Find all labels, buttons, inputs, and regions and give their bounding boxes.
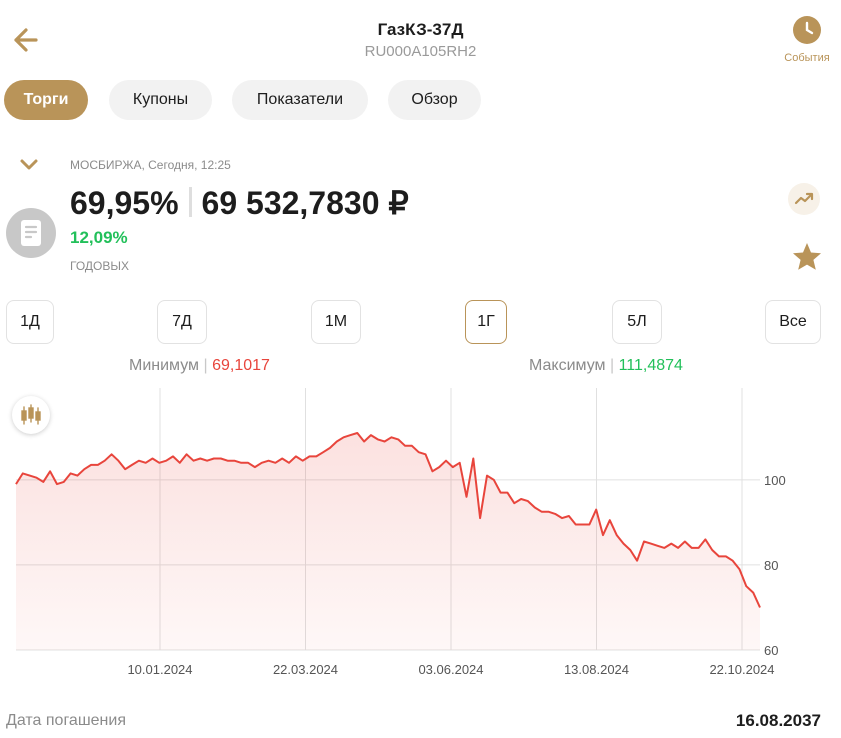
price-percent: 69,95%: [70, 185, 179, 221]
exchange-time: МОСБИРЖА, Сегодня, 12:25: [70, 158, 231, 172]
period-1d[interactable]: 1Д: [6, 300, 54, 344]
period-1m[interactable]: 1М: [311, 300, 361, 344]
period-all[interactable]: Все: [765, 300, 821, 344]
yield-value: 12,09%: [70, 228, 128, 247]
max-stat: Максимум | 111,4874: [529, 357, 683, 375]
price-divider: [188, 187, 192, 217]
document-icon: [6, 208, 56, 258]
yield-label: ГОДОВЫХ: [70, 259, 129, 273]
trend-button[interactable]: [788, 183, 820, 215]
min-label: Минимум: [129, 357, 200, 374]
period-1y[interactable]: 1Г: [465, 300, 507, 344]
max-label: Максимум: [529, 357, 606, 374]
x-tick-label: 03.06.2024: [418, 662, 483, 677]
period-5y[interactable]: 5Л: [612, 300, 662, 344]
y-tick-label: 100: [764, 473, 786, 488]
x-tick-label: 22.03.2024: [273, 662, 338, 677]
max-divider: |: [609, 357, 615, 374]
page-title: ГазКЗ-37Д: [377, 20, 464, 39]
arrow-left-icon: [14, 28, 38, 52]
favorite-button[interactable]: [790, 240, 824, 274]
tab-coupons[interactable]: Купоны: [109, 80, 212, 120]
min-value: 69,1017: [212, 357, 270, 374]
maturity-value: 16.08.2037: [735, 711, 821, 730]
y-tick-label: 80: [764, 558, 778, 573]
price: 69,95% 69 532,7830 ₽: [70, 184, 409, 222]
period-7d[interactable]: 7Д: [157, 300, 207, 344]
candles-toggle-button[interactable]: [12, 396, 50, 434]
price-chart[interactable]: 100 80 60 10.01.2024 22.03.2024 03.06.2024 13.…: [0, 378, 841, 680]
star-icon: [793, 243, 821, 270]
chevron-down-icon: [20, 159, 38, 170]
y-tick-label: 60: [764, 643, 778, 658]
collapse-button[interactable]: [18, 156, 40, 174]
min-stat: Минимум | 69,1017: [129, 357, 270, 375]
maturity-label: Дата погашения: [6, 712, 126, 729]
isin-code: RU000A105RH2: [364, 43, 477, 60]
min-divider: |: [203, 357, 208, 374]
back-button[interactable]: [8, 22, 48, 58]
x-tick-label: 10.01.2024: [127, 662, 192, 677]
tab-overview[interactable]: Обзор: [388, 80, 481, 120]
series-area: [16, 433, 760, 650]
x-tick-label: 13.08.2024: [564, 662, 629, 677]
x-tick-label: 22.10.2024: [709, 662, 774, 677]
price-rub: 69 532,7830 ₽: [201, 185, 409, 221]
series-line: [15, 432, 761, 608]
trend-up-icon: [794, 192, 814, 205]
tab-indicators[interactable]: Показатели: [232, 80, 368, 120]
tab-trades[interactable]: Торги: [4, 80, 88, 120]
events-label: События: [784, 52, 830, 64]
max-value: 111,4874: [618, 357, 683, 374]
clock-icon: [793, 16, 821, 44]
candlestick-icon: [21, 404, 41, 425]
events-button[interactable]: События: [772, 16, 841, 64]
